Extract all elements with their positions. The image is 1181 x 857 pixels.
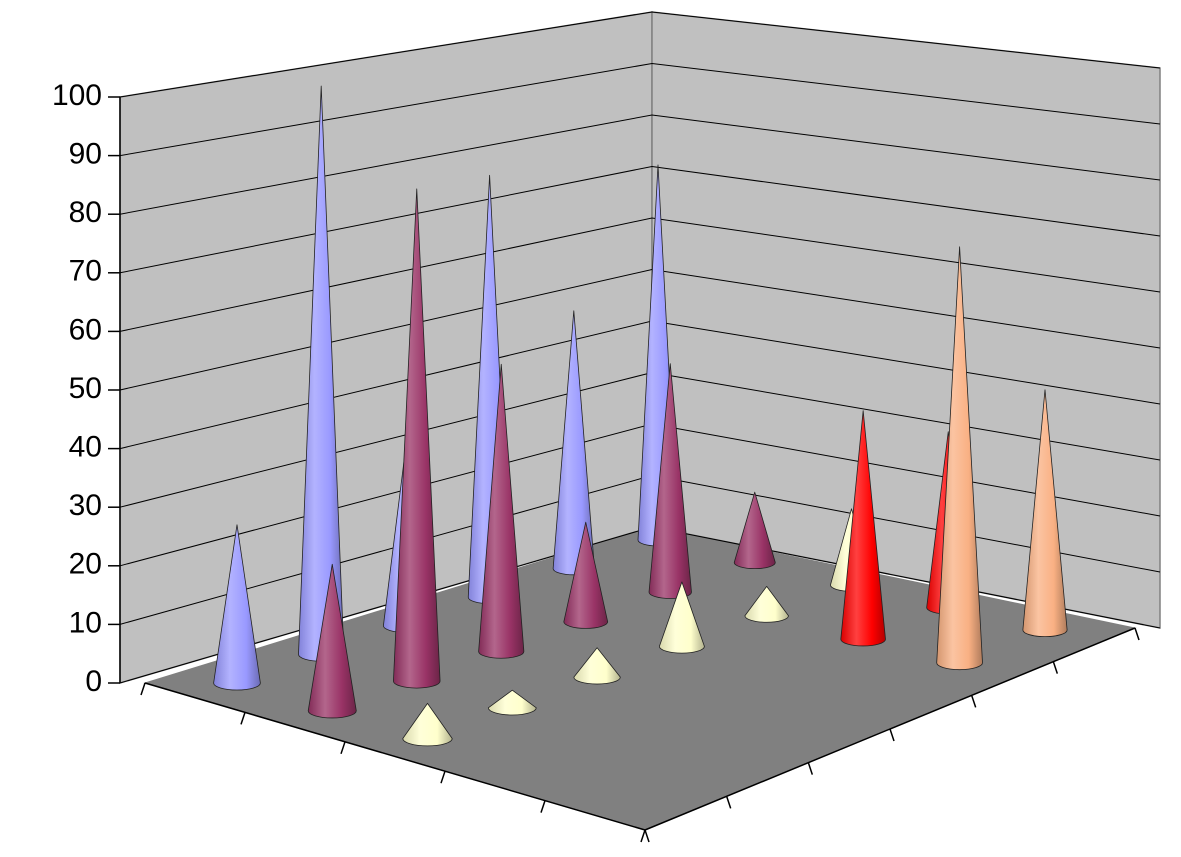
floor-tick — [640, 829, 646, 843]
y-tick-label: 50 — [69, 372, 102, 405]
floor-tick — [725, 796, 732, 809]
cone — [840, 410, 886, 647]
grid-line — [119, 11, 1161, 98]
floor-tick — [889, 728, 895, 742]
cone — [393, 188, 441, 689]
y-tick-label: 10 — [69, 606, 102, 639]
y-tick-label: 80 — [69, 196, 102, 229]
floor-tick — [540, 800, 546, 813]
cone — [744, 586, 789, 623]
floor-tick — [1134, 627, 1140, 641]
floor-tick — [440, 770, 446, 784]
cone — [658, 581, 705, 654]
cone — [573, 647, 621, 685]
axes: 0 10 20 30 40 50 60 70 80 90 100 — [52, 79, 1140, 843]
y-tick-label: 90 — [69, 138, 102, 171]
grid-line — [119, 114, 1161, 215]
floor-tick — [1052, 661, 1059, 674]
y-tick-label: 40 — [69, 431, 102, 464]
floor-tick — [970, 695, 977, 708]
floor-tick — [240, 712, 246, 725]
floor-tick — [340, 741, 346, 755]
back-right-wall — [651, 11, 1161, 629]
grid-line — [119, 268, 1161, 391]
floor-edge — [144, 682, 646, 831]
cone — [1022, 389, 1068, 638]
floor-tick — [807, 762, 814, 775]
cone — [213, 524, 261, 691]
cone — [733, 491, 776, 570]
cones — [213, 85, 1068, 747]
cone — [402, 702, 453, 747]
y-tick-label: 20 — [69, 548, 102, 581]
floor-tick — [140, 682, 146, 696]
y-tick-label: 100 — [52, 79, 102, 112]
cone — [563, 521, 609, 629]
cone — [487, 689, 537, 716]
cone — [936, 246, 983, 671]
cone — [648, 363, 692, 599]
floor-tick — [644, 829, 650, 843]
y-tick-label: 30 — [69, 489, 102, 522]
cone — [307, 563, 357, 719]
grid-line — [119, 62, 1161, 157]
grid-line — [119, 165, 1161, 274]
grid-line — [119, 217, 1161, 332]
y-tick-label: 60 — [69, 313, 102, 346]
y-tick-label: 0 — [85, 665, 102, 698]
y-tick-label: 70 — [69, 255, 102, 288]
cone — [478, 363, 525, 659]
